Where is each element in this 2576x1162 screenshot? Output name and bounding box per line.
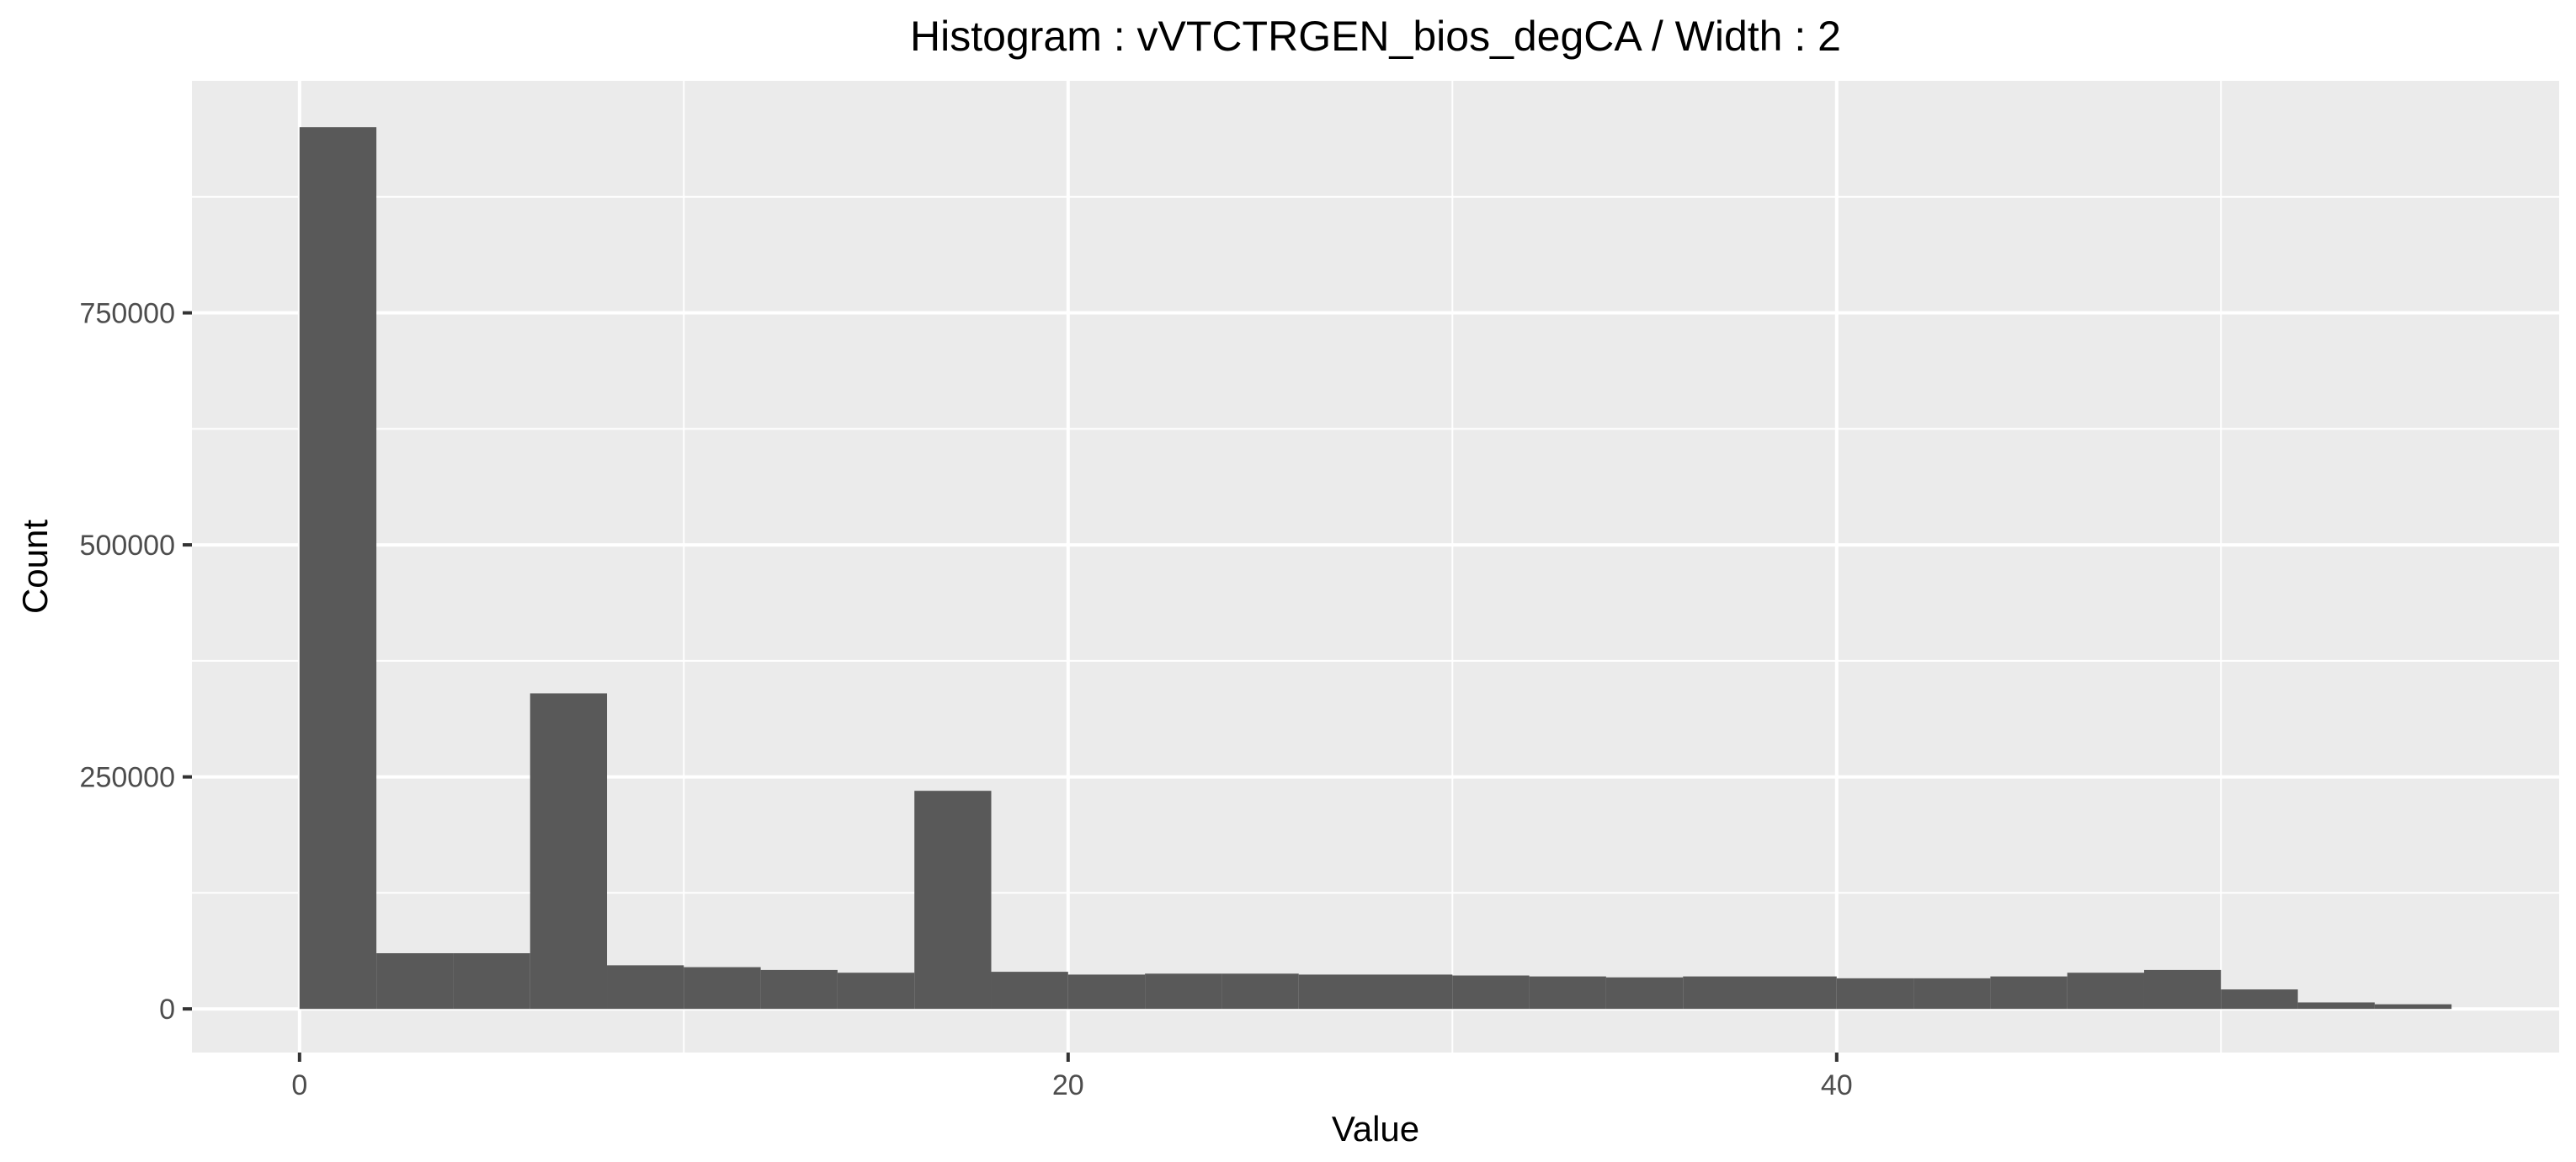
y-tick-label: 0: [159, 994, 175, 1026]
histogram-bar: [376, 953, 454, 1010]
histogram-bar: [684, 967, 761, 1010]
chart-title: Histogram : vVTCTRGEN_bios_degCA / Width…: [910, 13, 1841, 60]
x-tick-label: 0: [291, 1069, 307, 1101]
y-axis: 0 250000 500000 750000: [80, 298, 192, 1026]
histogram-bar: [2374, 1004, 2452, 1010]
histogram-bar: [914, 791, 992, 1010]
x-tick-label: 20: [1052, 1069, 1084, 1101]
histogram-bar: [2067, 973, 2144, 1010]
histogram-bar: [2297, 1002, 2375, 1010]
histogram-bar: [1145, 973, 1222, 1010]
y-axis-title: Count: [15, 520, 55, 614]
x-axis: 0 20 40: [291, 1053, 1853, 1101]
x-tick-label: 40: [1821, 1069, 1853, 1101]
x-axis-title: Value: [1332, 1109, 1419, 1149]
histogram-bar: [1683, 976, 1760, 1010]
histogram-bar: [1067, 974, 1146, 1010]
histogram-bar: [1990, 976, 2068, 1010]
histogram-bar: [1221, 973, 1299, 1010]
histogram-bar: [530, 693, 608, 1010]
histogram-bar: [1376, 974, 1453, 1010]
histogram-bar: [1913, 978, 1991, 1010]
histogram-bar: [2221, 989, 2298, 1010]
histogram-bar: [1298, 974, 1376, 1010]
histogram-bar: [1452, 975, 1530, 1010]
histogram-bar: [1529, 976, 1606, 1010]
histogram-bar: [607, 965, 684, 1010]
histogram-bar: [837, 973, 915, 1010]
histogram-bar: [2143, 969, 2222, 1010]
y-tick-label: 250000: [80, 762, 175, 794]
histogram-bar: [1836, 978, 1914, 1010]
histogram-bar: [299, 127, 377, 1010]
y-tick-label: 500000: [80, 530, 175, 562]
histogram-bar: [1759, 976, 1837, 1010]
histogram-bar: [991, 972, 1068, 1010]
histogram-bars: [299, 127, 2452, 1010]
histogram-bar: [453, 953, 530, 1010]
y-tick-label: 750000: [80, 298, 175, 330]
histogram-bar: [1605, 977, 1684, 1010]
histogram-bar: [760, 969, 838, 1010]
minor-grid-lines: [192, 81, 2559, 1053]
